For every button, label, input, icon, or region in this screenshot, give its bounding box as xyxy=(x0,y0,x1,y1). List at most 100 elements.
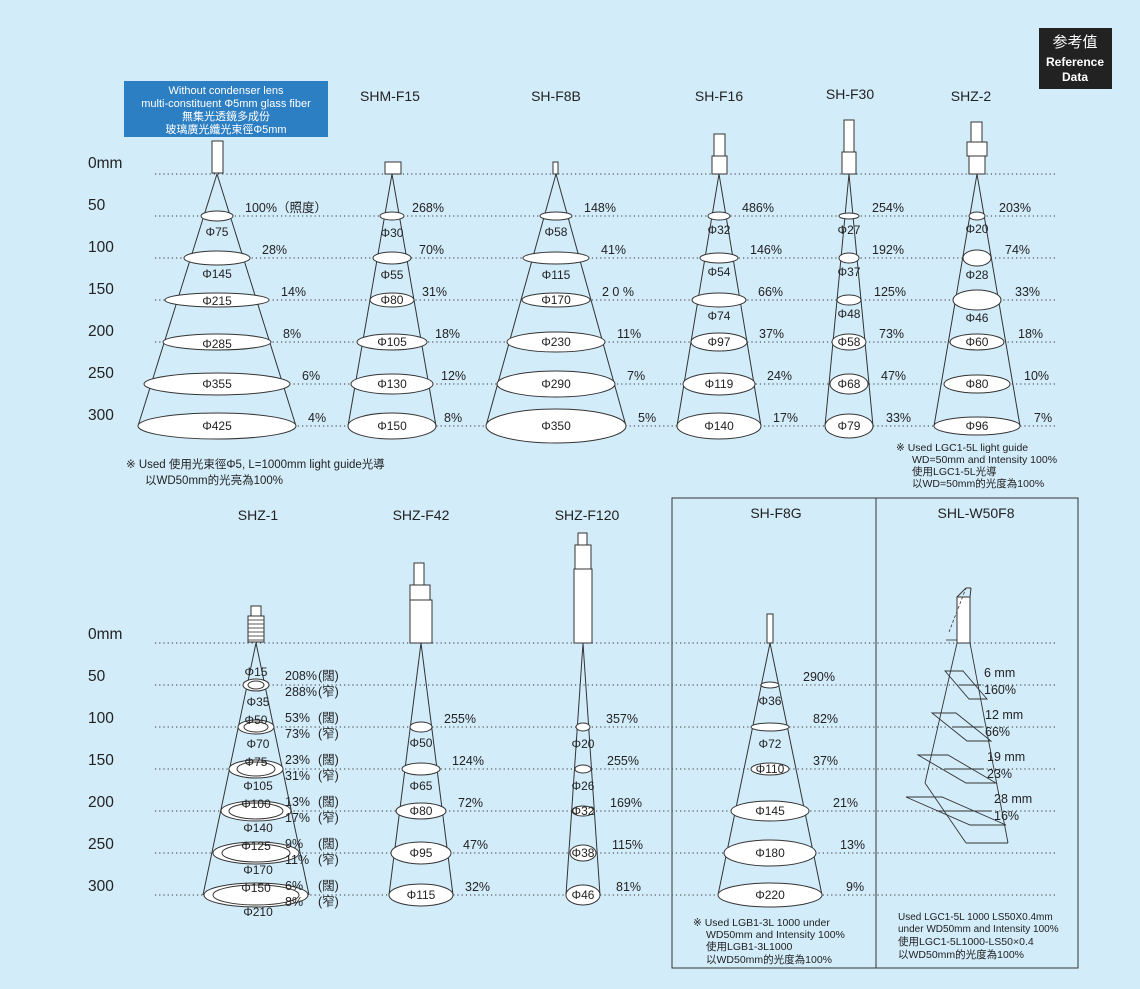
cone-shz-2-diameter: Φ20 xyxy=(966,222,989,236)
distance-label-bottom: 50 xyxy=(88,668,106,685)
cone-shm-f15-diameter: Φ150 xyxy=(377,419,407,433)
cone-sh-f30-diameter: Φ27 xyxy=(838,223,861,237)
cone-sh-f8b-diameter: Φ290 xyxy=(541,377,571,391)
shl-w50f8-intensity: 160% xyxy=(984,683,1016,697)
shl-w50f8-width: 12 mm xyxy=(985,708,1023,722)
cone-sh-f8b-diameter: Φ230 xyxy=(541,335,571,349)
cone-shz-1-inner-diameter: Φ100 xyxy=(241,797,271,811)
cone-sh-f30-spot xyxy=(829,373,869,395)
cone-shz-f42-spot xyxy=(390,841,452,865)
cone-shz-2-diameter: Φ46 xyxy=(966,311,989,325)
cone-sh-f8b-spot xyxy=(496,370,616,398)
cone-shz-1-narrow-tag: (窄) xyxy=(318,810,339,825)
cone-sh-f8g-intensity: 82% xyxy=(813,712,838,726)
cone-bare-fiber-intensity: 100%（照度） xyxy=(245,200,327,215)
distance-label-top: 50 xyxy=(88,197,106,214)
shl-w50f8-intensity: 23% xyxy=(987,767,1012,781)
header-line2: multi-constituent Φ5mm glass fiber xyxy=(141,98,311,110)
title-shz-2: SHZ-2 xyxy=(951,88,992,104)
cone-sh-f30-diameter: Φ68 xyxy=(838,377,861,391)
note-top-left: ※ Used 使用光束徑Φ5, L=1000mm light guide光導 以… xyxy=(126,457,385,487)
shz-f120-top xyxy=(577,532,588,546)
cone-bare-fiber-intensity: 8% xyxy=(283,327,301,341)
cone-shz-1-wide-tag: (闊) xyxy=(318,795,339,809)
sh-f8g-pin xyxy=(766,613,774,644)
section-frame-shl-w50f8 xyxy=(875,497,1079,969)
svg-text:以WD50mm的光度為100%: 以WD50mm的光度為100% xyxy=(706,953,832,966)
cone-shz-1-wide-intensity: 9% xyxy=(285,837,303,851)
shl-w50f8-slab-edge xyxy=(969,587,972,598)
cone-shz-1-narrow-tag: (窄) xyxy=(318,852,339,867)
cone-sh-f30-diameter: Φ79 xyxy=(838,419,861,433)
cone-bare-fiber-intensity: 28% xyxy=(262,243,287,257)
cone-shz-1-wide-tag: (闊) xyxy=(318,753,339,767)
cone-sh-f8g-intensity: 21% xyxy=(833,796,858,810)
cone-shz-f120-diameter: Φ38 xyxy=(572,846,595,860)
cone-shz-1-outer-diameter: Φ35 xyxy=(247,695,270,709)
title-sh-f8b: SH-F8B xyxy=(531,88,581,104)
cone-shm-f15-intensity: 268% xyxy=(412,201,444,215)
cone-sh-f30-diameter: Φ37 xyxy=(838,265,861,279)
cone-shz-1-narrow-intensity: 288% xyxy=(285,685,317,699)
cone-shz-2-spot xyxy=(949,333,1005,351)
cone-sh-f8b-diameter: Φ350 xyxy=(541,419,571,433)
title-sh-f16: SH-F16 xyxy=(695,88,743,104)
cone-shm-f15-intensity: 12% xyxy=(441,369,466,383)
shl-w50f8-band xyxy=(916,754,998,784)
cone-shz-2-diameter: Φ60 xyxy=(966,335,989,349)
title-shm-f15: SHM-F15 xyxy=(360,88,420,104)
cone-sh-f16-diameter: Φ119 xyxy=(705,377,734,391)
cone-sh-f8b-intensity: 41% xyxy=(601,243,626,257)
shz-f120-body xyxy=(573,568,593,644)
header-line4: 玻璃廣光纖光束徑Φ5mm xyxy=(165,122,286,136)
cone-shz-f120-diameter: Φ46 xyxy=(572,888,595,902)
cone-shz-f42-intensity: 32% xyxy=(465,880,490,894)
cone-sh-f8b-spot xyxy=(506,331,606,353)
cone-shz-f42-diameter: Φ80 xyxy=(410,804,433,818)
cone-sh-f16-spot xyxy=(690,332,748,352)
shl-w50f8-slab xyxy=(956,596,971,644)
cone-shz-1-outer-diameter: Φ170 xyxy=(243,863,273,877)
cone-shz-2-spot xyxy=(933,416,1021,436)
cone-shz-f42-spot xyxy=(401,762,441,776)
cone-shz-1-narrow-intensity: 31% xyxy=(285,769,310,783)
cone-shz-1-outer-diameter: Φ210 xyxy=(243,905,273,919)
cone-sh-f8b-diameter: Φ58 xyxy=(545,225,568,239)
badge-line2: Reference xyxy=(1046,55,1104,69)
cone-shm-f15-intensity: 18% xyxy=(435,327,460,341)
cone-shz-f120-spot xyxy=(565,884,601,906)
cone-sh-f8b-intensity: 2 0 % xyxy=(602,285,634,299)
cone-shz-1-outer-diameter: Φ70 xyxy=(247,737,270,751)
cone-shz-1-narrow-intensity: 73% xyxy=(285,727,310,741)
cone-shz-f120-diameter: Φ20 xyxy=(572,737,595,751)
cone-bare-fiber-diameter: Φ425 xyxy=(202,419,232,433)
cone-bare-fiber-spot xyxy=(143,372,291,396)
cone-shz-f120-spot xyxy=(569,844,597,862)
shz-f42-collar xyxy=(409,584,431,601)
shz-f42-body xyxy=(409,599,433,644)
cone-shz-1-narrow-intensity: 11% xyxy=(285,853,309,867)
sh-f8b-head xyxy=(552,161,559,175)
shm-f15-head xyxy=(384,161,402,175)
cone-shz-1-inner-diameter: Φ15 xyxy=(245,665,268,679)
cone-shz-f42-intensity: 255% xyxy=(444,712,476,726)
shl-w50f8-band xyxy=(944,670,988,700)
cone-sh-f8g-diameter: Φ180 xyxy=(755,846,785,860)
cone-sh-f16-spot xyxy=(676,412,762,440)
cone-sh-f8g-intensity: 37% xyxy=(813,754,838,768)
shz-2-mid xyxy=(966,141,988,157)
cone-shz-f42-diameter: Φ115 xyxy=(407,888,436,902)
distance-label-top: 200 xyxy=(88,323,114,340)
svg-text:以WD50mm的光度為100%: 以WD50mm的光度為100% xyxy=(898,948,1024,961)
cone-shm-f15-diameter: Φ130 xyxy=(377,377,407,391)
sh-f16-neck xyxy=(711,155,728,175)
cone-shz-f120-intensity: 81% xyxy=(616,880,641,894)
cone-sh-f16-diameter: Φ54 xyxy=(708,265,731,279)
cone-shz-2-intensity: 7% xyxy=(1034,411,1052,425)
cone-sh-f30-spot xyxy=(838,212,860,220)
cone-shz-1-inner-spot xyxy=(212,884,300,906)
cone-sh-f30-spot xyxy=(824,413,874,439)
cone-sh-f16-spot xyxy=(707,211,731,221)
cone-sh-f16-spot xyxy=(699,252,739,264)
